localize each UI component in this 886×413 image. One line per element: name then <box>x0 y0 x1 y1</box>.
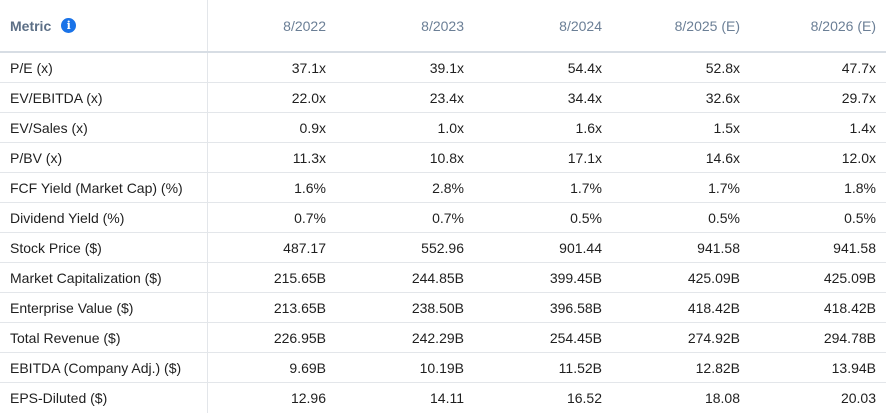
column-header-2026e: 8/2026 (E) <box>810 17 876 34</box>
table-row: Market Capitalization ($) 215.65B 244.85B 3… <box>0 263 886 293</box>
value-cell: 425.09B <box>687 269 740 286</box>
value-cell: 23.4x <box>429 89 464 106</box>
table-row: Stock Price ($) 487.17 552.96 901.44 941.58 9… <box>0 233 886 263</box>
table-body: P/E (x) 37.1x 39.1x 54.4x 52.8x 47.7x EV/EBITD… <box>0 53 886 413</box>
table-row: FCF Yield (Market Cap) (%) 1.6% 2.8% 1.7% 1.… <box>0 173 886 203</box>
column-header-2024: 8/2024 <box>559 17 602 34</box>
value-cell: 242.29B <box>411 329 464 346</box>
value-cell: 0.5% <box>708 209 740 226</box>
metric-name-cell: Enterprise Value ($) <box>0 293 208 322</box>
column-header-2022: 8/2022 <box>283 17 326 34</box>
value-cell: 1.6x <box>575 119 602 136</box>
value-cell: 425.09B <box>823 269 876 286</box>
value-cell: 1.0x <box>437 119 464 136</box>
value-cell: 294.78B <box>823 329 876 346</box>
table-row: P/BV (x) 11.3x 10.8x 17.1x 14.6x 12.0x <box>0 143 886 173</box>
value-cell: 39.1x <box>429 59 464 76</box>
value-cell: 10.8x <box>429 149 464 166</box>
value-cell: 14.11 <box>430 390 464 406</box>
value-cell: 11.52B <box>558 359 602 376</box>
table-row: Enterprise Value ($) 213.65B 238.50B 396.58… <box>0 293 886 323</box>
value-cell: 12.82B <box>695 359 740 376</box>
value-cell: 14.6x <box>705 149 740 166</box>
value-cell: 399.45B <box>549 269 602 286</box>
value-cell: 244.85B <box>411 269 464 286</box>
metric-name-cell: Dividend Yield (%) <box>0 203 208 232</box>
metric-name-cell: FCF Yield (Market Cap) (%) <box>0 173 208 202</box>
value-cell: 0.7% <box>432 209 464 226</box>
value-cell: 418.42B <box>687 299 740 316</box>
metric-name-cell: P/E (x) <box>0 53 208 82</box>
value-cell: 11.3x <box>292 149 326 166</box>
value-cell: 0.9x <box>299 119 326 136</box>
metric-name-cell: P/BV (x) <box>0 143 208 172</box>
value-cell: 9.69B <box>289 359 326 376</box>
info-icon[interactable]: i <box>61 18 77 33</box>
value-cell: 238.50B <box>411 299 464 316</box>
value-cell: 226.95B <box>273 329 326 346</box>
metric-name-cell: EBITDA (Company Adj.) ($) <box>0 353 208 382</box>
value-cell: 941.58 <box>697 239 740 256</box>
value-cell: 29.7x <box>841 89 876 106</box>
value-cell: 22.0x <box>291 89 326 106</box>
value-cell: 901.44 <box>559 239 602 256</box>
metric-name-cell: EV/Sales (x) <box>0 113 208 142</box>
value-cell: 32.6x <box>705 89 740 106</box>
metric-name-cell: Market Capitalization ($) <box>0 263 208 292</box>
metric-column-header: Metric i <box>0 0 208 51</box>
value-cell: 487.17 <box>283 239 326 256</box>
value-cell: 34.4x <box>567 89 602 106</box>
value-cell: 1.4x <box>849 119 876 136</box>
value-cell: 2.8% <box>432 179 464 196</box>
metric-name-cell: Total Revenue ($) <box>0 323 208 352</box>
value-cell: 1.7% <box>570 179 602 196</box>
metric-name-cell: Stock Price ($) <box>0 233 208 262</box>
value-cell: 418.42B <box>823 299 876 316</box>
value-cell: 0.5% <box>570 209 602 226</box>
value-cell: 1.6% <box>294 179 326 196</box>
value-cell: 215.65B <box>273 269 326 286</box>
value-cell: 254.45B <box>549 329 602 346</box>
column-header-2025e: 8/2025 (E) <box>674 17 740 34</box>
table-row: Total Revenue ($) 226.95B 242.29B 254.45B 27… <box>0 323 886 353</box>
value-cell: 1.8% <box>844 179 876 196</box>
table-row: EV/EBITDA (x) 22.0x 23.4x 34.4x 32.6x 29.7x <box>0 83 886 113</box>
value-cell: 20.03 <box>840 390 876 406</box>
table-row: EPS-Diluted ($) 12.96 14.11 16.52 18.08 20.03 <box>0 383 886 413</box>
value-cell: 16.52 <box>566 390 602 406</box>
value-cell: 0.5% <box>844 209 876 226</box>
value-cell: 274.92B <box>687 329 740 346</box>
table-row: P/E (x) 37.1x 39.1x 54.4x 52.8x 47.7x <box>0 53 886 83</box>
table-row: EV/Sales (x) 0.9x 1.0x 1.6x 1.5x 1.4x <box>0 113 886 143</box>
value-cell: 37.1x <box>291 59 326 76</box>
value-cell: 552.96 <box>421 239 464 256</box>
value-cell: 47.7x <box>841 59 876 76</box>
table-row: EBITDA (Company Adj.) ($) 9.69B 10.19B 11.5… <box>0 353 886 383</box>
value-cell: 1.7% <box>708 179 740 196</box>
value-cell: 17.1x <box>567 149 602 166</box>
value-cell: 0.7% <box>294 209 326 226</box>
value-cell: 13.94B <box>831 359 876 376</box>
value-cell: 18.08 <box>704 390 740 406</box>
value-cell: 10.19B <box>419 359 464 376</box>
column-header-2023: 8/2023 <box>421 17 464 34</box>
value-cell: 396.58B <box>549 299 602 316</box>
value-cell: 12.0x <box>841 149 876 166</box>
table-row: Dividend Yield (%) 0.7% 0.7% 0.5% 0.5% 0.5% <box>0 203 886 233</box>
value-cell: 12.96 <box>290 390 326 406</box>
metric-header-label: Metric <box>10 17 52 34</box>
metric-name-cell: EPS-Diluted ($) <box>0 383 208 413</box>
value-cell: 52.8x <box>705 59 740 76</box>
metric-name-cell: EV/EBITDA (x) <box>0 83 208 112</box>
value-cell: 1.5x <box>713 119 740 136</box>
table-header-row: Metric i 8/2022 8/2023 8/2024 8/2025 (E)… <box>0 0 886 53</box>
value-cell: 54.4x <box>567 59 602 76</box>
value-cell: 941.58 <box>833 239 876 256</box>
value-cell: 213.65B <box>273 299 326 316</box>
